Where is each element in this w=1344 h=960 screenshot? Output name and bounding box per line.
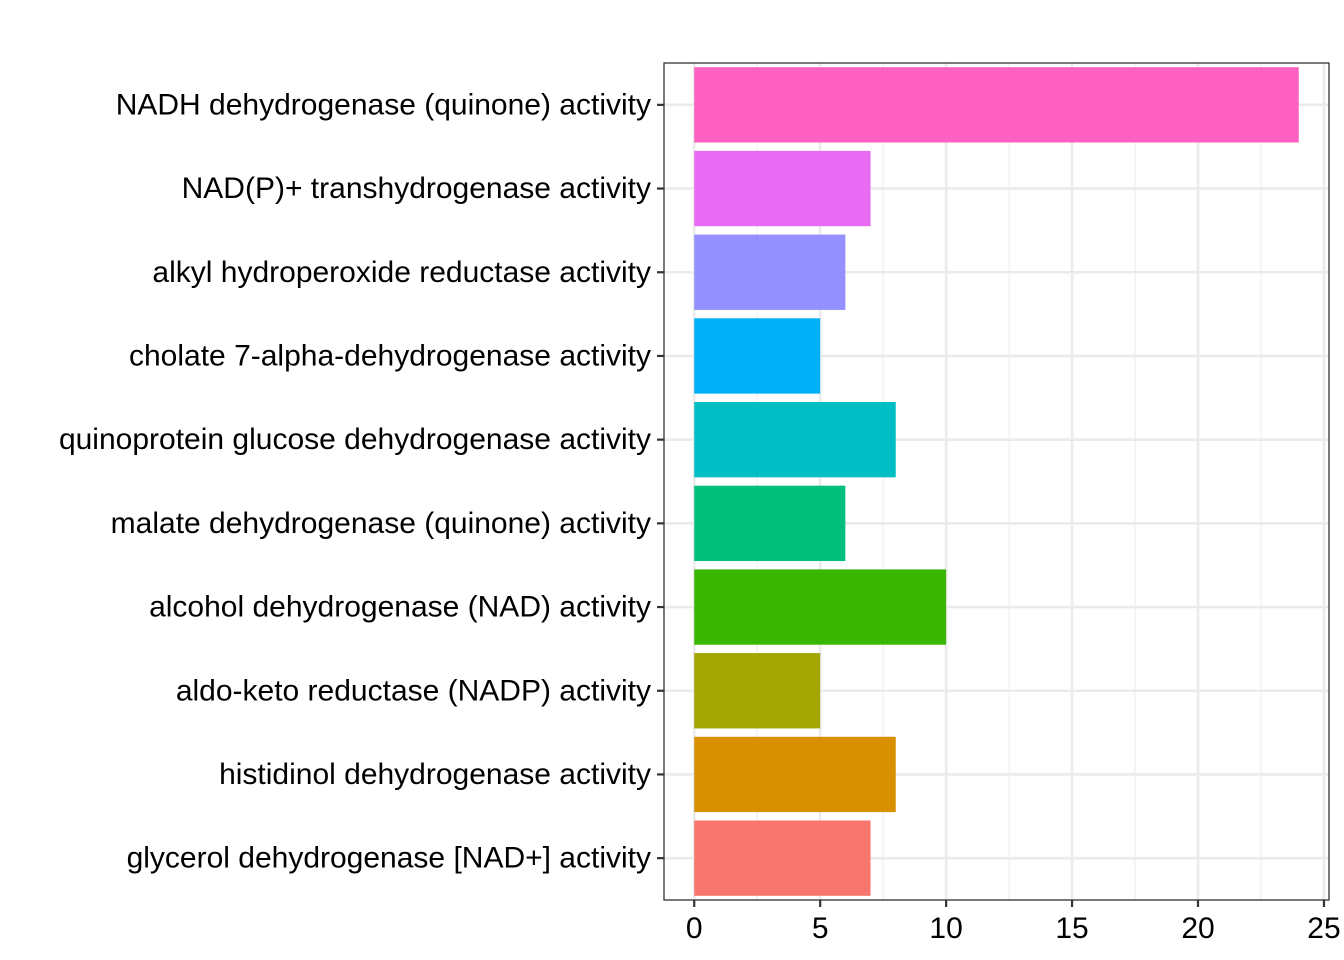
- bar: [694, 569, 947, 645]
- category-label: quinoprotein glucose dehydrogenase activ…: [59, 423, 651, 456]
- bar: [694, 653, 821, 729]
- panel-border: [663, 62, 1330, 901]
- x-tick-label: 15: [1055, 912, 1088, 945]
- category-label: aldo-keto reductase (NADP) activity: [176, 674, 651, 707]
- bar: [694, 318, 821, 394]
- x-tick-label: 10: [929, 912, 962, 945]
- category-label: histidinol dehydrogenase activity: [219, 758, 651, 791]
- category-label: NADH dehydrogenase (quinone) activity: [116, 88, 651, 121]
- x-tick-label: 0: [686, 912, 703, 945]
- category-label: glycerol dehydrogenase [NAD+] activity: [127, 842, 651, 875]
- bar: [694, 736, 896, 813]
- x-axis: 0 5 10 15 20 25: [686, 900, 1341, 945]
- bar: [694, 67, 1299, 143]
- bar: [694, 234, 846, 310]
- bar: [694, 401, 896, 478]
- bar: [694, 820, 871, 896]
- category-label: alcohol dehydrogenase (NAD) activity: [149, 591, 651, 624]
- category-label: NAD(P)+ transhydrogenase activity: [182, 172, 651, 205]
- category-label: alkyl hydroperoxide reductase activity: [152, 256, 651, 289]
- x-tick-label: 20: [1181, 912, 1214, 945]
- x-tick-label: 5: [812, 912, 829, 945]
- y-axis: NADH dehydrogenase (quinone) activity NAD…: [59, 88, 664, 875]
- x-tick-label: 25: [1307, 912, 1340, 945]
- bar: [694, 485, 846, 562]
- category-label: malate dehydrogenase (quinone) activity: [111, 507, 651, 540]
- bar: [694, 150, 871, 227]
- bars: [694, 67, 1299, 896]
- category-label: cholate 7-alpha-dehydrogenase activity: [129, 339, 651, 372]
